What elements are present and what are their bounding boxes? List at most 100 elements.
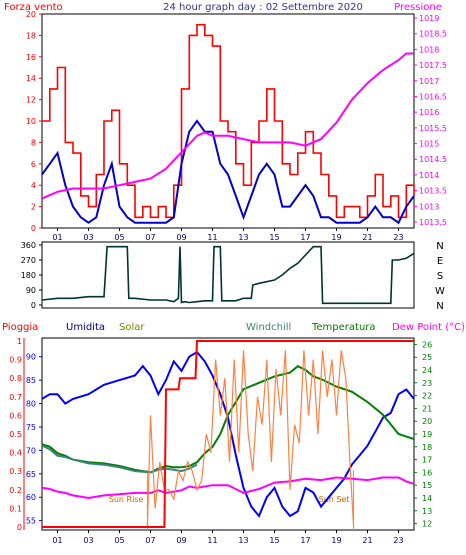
- windchill-label: Windchill: [246, 322, 291, 333]
- direction-tick-label: 180: [21, 271, 36, 280]
- compass-label: N: [436, 301, 443, 312]
- series-line-rain: [42, 340, 414, 528]
- direction-tick-label: 360: [21, 241, 36, 250]
- pressure-axis-label: Pressione: [394, 2, 442, 13]
- x-tick-label: 13: [238, 233, 248, 242]
- series-line-forza-vento-media-: [41, 119, 415, 225]
- series-line-wind-direction: [41, 245, 415, 305]
- pressure-tick-label: 1016: [419, 108, 439, 117]
- humidity-tick-label: 80: [26, 400, 36, 409]
- rain-tick-label: 0.1: [9, 504, 22, 513]
- x-tick-label: 09: [176, 233, 186, 242]
- temp-tick-label: 16: [422, 468, 432, 477]
- pressure-tick-label: 1014.5: [419, 155, 447, 164]
- pressure-tick-label: 1015: [419, 140, 439, 149]
- sunset-annotation: Sun Set: [319, 495, 350, 504]
- temp-tick-label: 20: [422, 417, 432, 426]
- temp-tick-label: 23: [422, 379, 432, 388]
- wind-tick-label: 12: [26, 96, 36, 105]
- temp-tick-label: 22: [422, 392, 432, 401]
- wind-tick-label: 6: [31, 160, 36, 169]
- rain-tick-label: 0: [17, 523, 22, 532]
- direction-plot-frame: [41, 241, 415, 309]
- rain-tick-label: 0.9: [9, 356, 22, 365]
- rain-tick-label: 0.8: [9, 374, 22, 383]
- direction-tick-label: 270: [21, 256, 36, 265]
- pressure-tick-label: 1019: [419, 14, 439, 23]
- pressure-tick-label: 1013.5: [419, 187, 447, 196]
- x-tick-label: 15: [269, 233, 279, 242]
- wind-tick-label: 14: [26, 74, 36, 83]
- series-line-umidita: [41, 350, 415, 518]
- humidity-tick-label: 85: [26, 376, 36, 385]
- series-line-dew-point: [41, 476, 415, 500]
- pressure-tick-label: 1016.5: [419, 92, 447, 101]
- x-tick-label: 17: [300, 233, 310, 242]
- humidity-tick-label: 90: [26, 353, 36, 362]
- x-tick-label: 11: [207, 536, 217, 545]
- x-tick-label: 03: [83, 233, 93, 242]
- chart-title: 24 hour graph day : 02 Settembre 2020: [163, 2, 363, 13]
- x-tick-label: 09: [176, 536, 186, 545]
- wind-tick-label: 4: [31, 181, 36, 190]
- wind-axis-label: Forza vento: [4, 2, 63, 13]
- temp-tick-label: 14: [422, 494, 432, 503]
- x-tick-label: 05: [114, 536, 124, 545]
- pressure-tick-label: 1013: [419, 202, 439, 211]
- series-line-solar: [146, 350, 355, 528]
- rain-tick-label: 0.6: [9, 411, 22, 420]
- humidity-tick-label: 60: [26, 493, 36, 502]
- compass-label: W: [435, 286, 445, 297]
- x-tick-label: 19: [331, 536, 341, 545]
- x-tick-label: 05: [114, 233, 124, 242]
- temp-tick-label: 21: [422, 404, 432, 413]
- pressure-tick-label: 1014: [419, 171, 439, 180]
- temp-tick-label: 26: [422, 340, 432, 349]
- pressure-tick-label: 1017.5: [419, 61, 447, 70]
- x-tick-label: 21: [362, 536, 372, 545]
- solar-label: Solar: [119, 322, 145, 333]
- pressure-tick-label: 1018: [419, 45, 439, 54]
- humidity-label: Umidita: [66, 322, 105, 333]
- pressure-tick-label: 1015.5: [419, 124, 447, 133]
- x-tick-label: 21: [362, 233, 372, 242]
- x-tick-label: 01: [52, 233, 62, 242]
- x-tick-label: 07: [145, 536, 155, 545]
- wind-tick-label: 16: [26, 53, 36, 62]
- rain-tick-label: 0.2: [9, 486, 22, 495]
- wind-tick-label: 20: [26, 10, 36, 19]
- direction-tick-label: 0: [31, 301, 36, 310]
- compass-label: E: [437, 256, 443, 267]
- temp-tick-label: 18: [422, 443, 432, 452]
- rain-tick-label: 1: [17, 337, 22, 346]
- compass-label: N: [436, 241, 443, 252]
- x-tick-label: 23: [393, 233, 403, 242]
- x-tick-label: 11: [207, 233, 217, 242]
- wind-tick-label: 8: [31, 138, 36, 147]
- compass-label: S: [437, 271, 443, 282]
- humidity-tick-label: 75: [26, 423, 36, 432]
- wind-tick-label: 18: [26, 31, 36, 40]
- x-tick-label: 01: [52, 536, 62, 545]
- x-tick-label: 07: [145, 233, 155, 242]
- x-tick-label: 19: [331, 233, 341, 242]
- rain-tick-label: 0.5: [9, 430, 22, 439]
- temperature-label: Temperatura: [311, 322, 376, 333]
- wind-tick-label: 2: [31, 203, 36, 212]
- wind-tick-label: 10: [26, 117, 36, 126]
- pressure-tick-label: 1018.5: [419, 30, 447, 39]
- series-line-pressione: [41, 52, 414, 200]
- x-tick-label: 13: [238, 536, 248, 545]
- dewpoint-label: Dew Point (°C): [392, 322, 465, 333]
- humidity-tick-label: 70: [26, 446, 36, 455]
- pressure-tick-label: 1013.5: [419, 218, 447, 227]
- rain-tick-label: 0.7: [9, 393, 22, 402]
- pressure-tick-label: 1017: [419, 77, 439, 86]
- rain-label: Pioggia: [2, 322, 38, 333]
- temp-tick-label: 19: [422, 430, 432, 439]
- x-tick-label: 23: [393, 536, 403, 545]
- rain-tick-label: 0.4: [9, 449, 22, 458]
- temp-tick-label: 25: [422, 353, 432, 362]
- series-line-forza-vento-raffica-: [42, 23, 415, 219]
